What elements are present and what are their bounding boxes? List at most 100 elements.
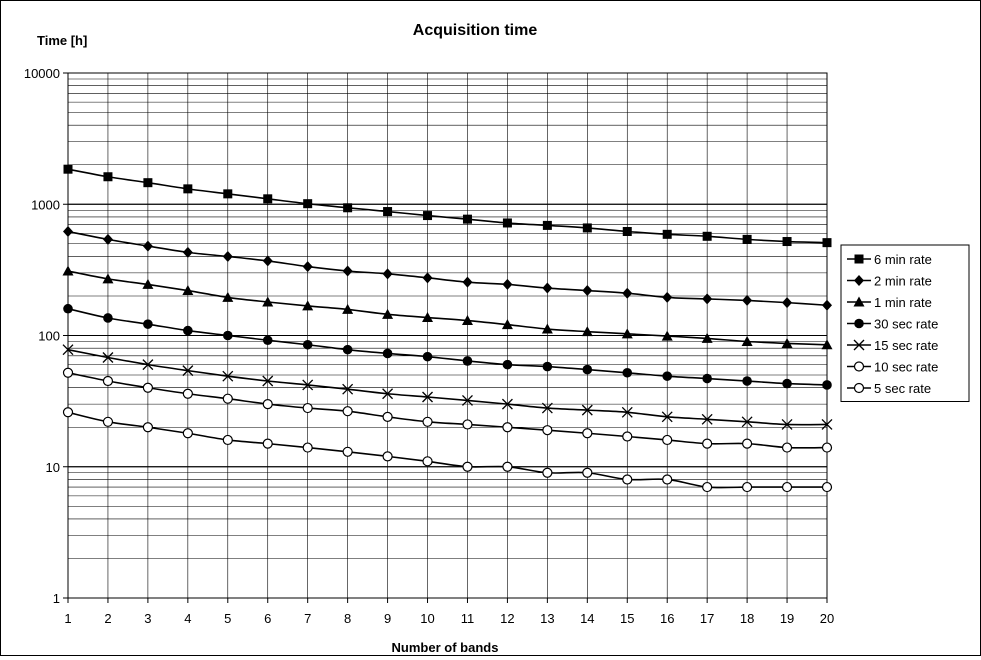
data-point [462,356,473,366]
data-point [821,442,833,453]
data-point [662,291,673,303]
data-point [622,226,632,236]
data-point [142,240,153,252]
data-point [303,199,313,209]
data-point [222,330,233,341]
data-point [343,203,353,213]
data-point [782,378,792,389]
data-point [781,337,793,348]
y-tick-label: 1000 [31,197,60,212]
data-point [781,418,793,430]
data-point [821,481,833,493]
y-tick-label: 10000 [24,66,60,81]
x-tick-label: 7 [304,611,311,626]
data-point [742,438,753,449]
data-point [382,348,393,359]
data-point [342,303,354,314]
data-point [63,164,73,174]
x-tick-label: 1 [64,611,71,626]
data-point [262,255,273,267]
data-point [701,332,713,343]
legend-label: 5 sec rate [874,381,931,396]
data-point [741,416,753,428]
data-point [621,406,633,418]
data-point [63,303,73,314]
data-point [582,285,593,297]
data-point [262,399,273,410]
data-point [662,434,673,446]
data-point [302,300,314,311]
x-axis-label: Number of bands [392,640,499,655]
x-tick-label: 8 [344,611,351,626]
data-point [382,308,394,319]
data-point [382,411,393,422]
data-point [62,265,74,276]
data-point [462,419,473,430]
x-tick-label: 17 [700,611,714,626]
legend-entry: 2 min rate [847,274,932,289]
legend-label: 6 min rate [874,252,932,267]
data-point [502,359,513,370]
data-point [382,268,393,280]
data-point [822,238,832,248]
data-point [622,474,633,485]
legend-marker [853,361,865,372]
legend-marker [853,296,865,307]
data-point [142,422,153,433]
legend-marker [854,275,864,286]
data-point [143,178,153,188]
legend-label: 1 min rate [874,295,932,310]
legend-marker [854,254,864,264]
data-point [103,313,113,323]
data-point [742,481,753,493]
data-point [582,223,592,233]
data-point [422,391,433,403]
data-point [502,218,512,228]
series-line [67,270,828,346]
data-point [422,456,433,467]
data-point [62,367,74,378]
data-point [662,229,672,239]
data-point [821,339,833,350]
data-point [822,380,832,390]
x-tick-label: 4 [184,611,191,626]
x-tick-label: 19 [780,611,794,626]
x-tick-label: 14 [580,611,594,626]
data-point [142,382,153,393]
data-point [422,312,434,323]
data-point [262,335,273,346]
data-point [822,299,832,311]
data-point [582,428,593,439]
series-1 [63,225,832,311]
data-point [461,315,473,326]
data-point [182,365,194,377]
legend-entry: 6 min rate [847,252,932,267]
data-point [383,207,393,217]
x-tick-label: 5 [224,611,231,626]
data-point [702,373,712,384]
legend-entry: 1 min rate [847,295,932,310]
grid-layer [68,72,828,598]
data-point [342,344,353,355]
data-point [662,371,673,381]
data-point [741,336,753,347]
x-tick-label: 12 [500,611,514,626]
data-point [462,461,473,472]
data-point [302,442,313,453]
x-tick-label: 11 [461,611,475,626]
data-point [302,261,313,273]
data-point [342,265,353,277]
data-point [542,220,552,230]
data-point [222,434,233,446]
series-3 [63,303,832,390]
data-point [462,394,473,406]
data-point [702,438,713,449]
data-point [102,273,114,284]
data-point [542,467,553,478]
x-tick-label: 16 [660,611,674,626]
data-point [222,250,233,262]
data-point [542,361,553,372]
data-point [382,388,394,400]
series-6 [62,407,833,493]
